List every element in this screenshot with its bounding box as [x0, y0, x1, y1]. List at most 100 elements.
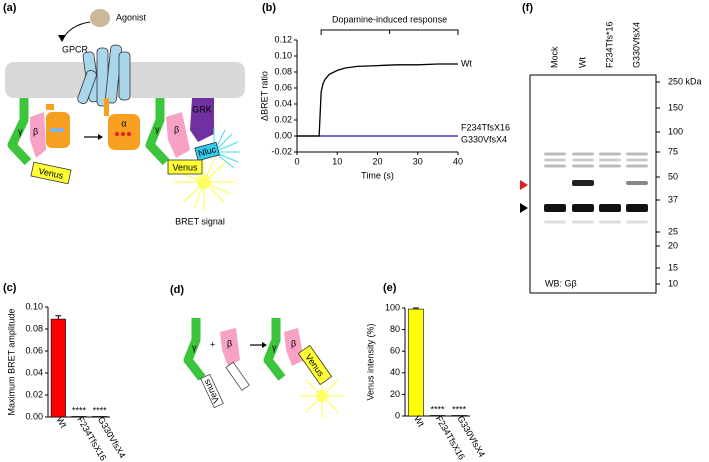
- y-tick-label: 0.06: [274, 82, 292, 92]
- venus-glow: [197, 175, 211, 189]
- beta-subunit: [166, 112, 190, 158]
- grk: [190, 98, 214, 142]
- venus-box: [30, 161, 72, 185]
- x-tick-label: 30: [413, 156, 423, 166]
- annotation-bracket: [320, 29, 459, 35]
- venus-box: [297, 344, 333, 386]
- band: [544, 220, 566, 224]
- y-tick-label: 0.02: [25, 389, 43, 399]
- beta-subunit: [284, 328, 304, 366]
- lipid-anchor: [46, 104, 54, 110]
- marker-label: 25: [668, 226, 678, 236]
- y-tick-label: 60: [390, 346, 400, 356]
- significance: ****: [93, 405, 108, 415]
- bar: [451, 415, 468, 417]
- beta-label: β: [227, 338, 232, 348]
- marker-label: 37: [668, 194, 678, 204]
- beta-subunit: [30, 112, 46, 158]
- y-tick-label: 0: [395, 410, 400, 420]
- nluc-box: [194, 141, 220, 162]
- series-label: F234TfsX16: [461, 122, 510, 132]
- plus: +: [210, 339, 215, 349]
- agonist-icon: [90, 9, 110, 27]
- y-tick-label: 100: [385, 302, 400, 312]
- lipid-anchor: [104, 98, 109, 116]
- y-tick-label: 0.08: [274, 66, 292, 76]
- y-tick-label: 0.04: [274, 98, 292, 108]
- x-tick-label: Wt: [412, 414, 426, 429]
- alpha-subunit: [108, 114, 140, 150]
- gamma-subunit: [183, 318, 206, 381]
- marker-label: 15: [668, 262, 678, 272]
- gtp: [115, 132, 131, 136]
- panel-label: (f): [522, 2, 533, 14]
- error-bar: [55, 315, 62, 320]
- panel-label: (a): [3, 2, 17, 14]
- y-tick-label: 0.00: [25, 411, 43, 421]
- agonist-label: Agonist: [116, 12, 147, 22]
- lane-label: F234Tfs*16: [604, 21, 614, 68]
- band: [572, 204, 594, 212]
- panel-label: (d): [170, 284, 184, 296]
- panel-label: (e): [383, 282, 397, 294]
- y-tick-label: 20: [390, 389, 400, 399]
- marker-label: 150: [668, 102, 683, 112]
- venus-fragment-label: Venus: [201, 377, 221, 404]
- y-axis-label: Maximum BRET amplitude: [6, 309, 16, 416]
- gamma-subunit: [263, 318, 286, 381]
- x-axis-label: Time (s): [361, 170, 394, 180]
- arrow-head: [58, 35, 66, 42]
- blot-f: (f) WB: Gβ Mock Wt F234Tfs*16 G330VfsX4 250 …: [520, 2, 702, 294]
- panel-label: (b): [262, 2, 276, 14]
- bar: [50, 318, 66, 418]
- venus-box: [167, 159, 203, 175]
- band: [572, 164, 594, 168]
- arrowhead-red: [520, 180, 528, 190]
- bar: [92, 416, 108, 418]
- gamma-subunit: [145, 98, 170, 166]
- bar: [429, 415, 446, 417]
- gpcr: [77, 44, 131, 107]
- significance: ****: [452, 404, 467, 414]
- lane-label: G330VfsX4: [631, 22, 641, 68]
- x-tick-label: 40: [453, 156, 463, 166]
- grk-label: GRK: [192, 104, 212, 114]
- marker-label: 100: [668, 126, 683, 136]
- arrowhead-black: [520, 203, 528, 213]
- alpha-label: α: [121, 118, 126, 128]
- venus-fragment: [200, 373, 224, 409]
- band: [626, 164, 648, 168]
- bar: [71, 416, 87, 418]
- diagram-d: (d) γ + β Venus γ β Venus: [170, 284, 344, 418]
- band: [544, 204, 566, 212]
- band: [599, 164, 621, 168]
- x-tick-label: 0: [294, 156, 299, 166]
- x-tick-label: 10: [332, 156, 342, 166]
- band: [599, 220, 621, 224]
- band: [544, 152, 566, 156]
- band: [599, 152, 621, 156]
- band: [626, 181, 648, 185]
- band: [544, 158, 566, 162]
- y-tick-label: 0.00: [274, 130, 292, 140]
- diagram-a: (a) Agonist GPCR γ β Venus α γ β: [3, 2, 245, 226]
- series-line: [297, 63, 458, 137]
- gamma-subunit: [7, 98, 32, 166]
- band: [599, 158, 621, 162]
- y-axis-label: ΔBRET ratio: [259, 71, 269, 121]
- y-tick-label: 40: [390, 367, 400, 377]
- gamma-label: γ: [155, 124, 160, 134]
- beta-label: β: [33, 126, 38, 136]
- panel-label: (c): [3, 282, 17, 294]
- beta-label: β: [291, 338, 296, 348]
- series-label: G330VfsX4: [461, 134, 507, 144]
- y-tick-label: 80: [390, 324, 400, 334]
- y-tick-label: 0.02: [274, 114, 292, 124]
- band: [572, 152, 594, 156]
- marker-label: 250 kDa: [668, 76, 702, 86]
- band: [544, 164, 566, 168]
- venus-fragment: [225, 361, 250, 391]
- band: [626, 158, 648, 162]
- significance: ****: [430, 404, 445, 414]
